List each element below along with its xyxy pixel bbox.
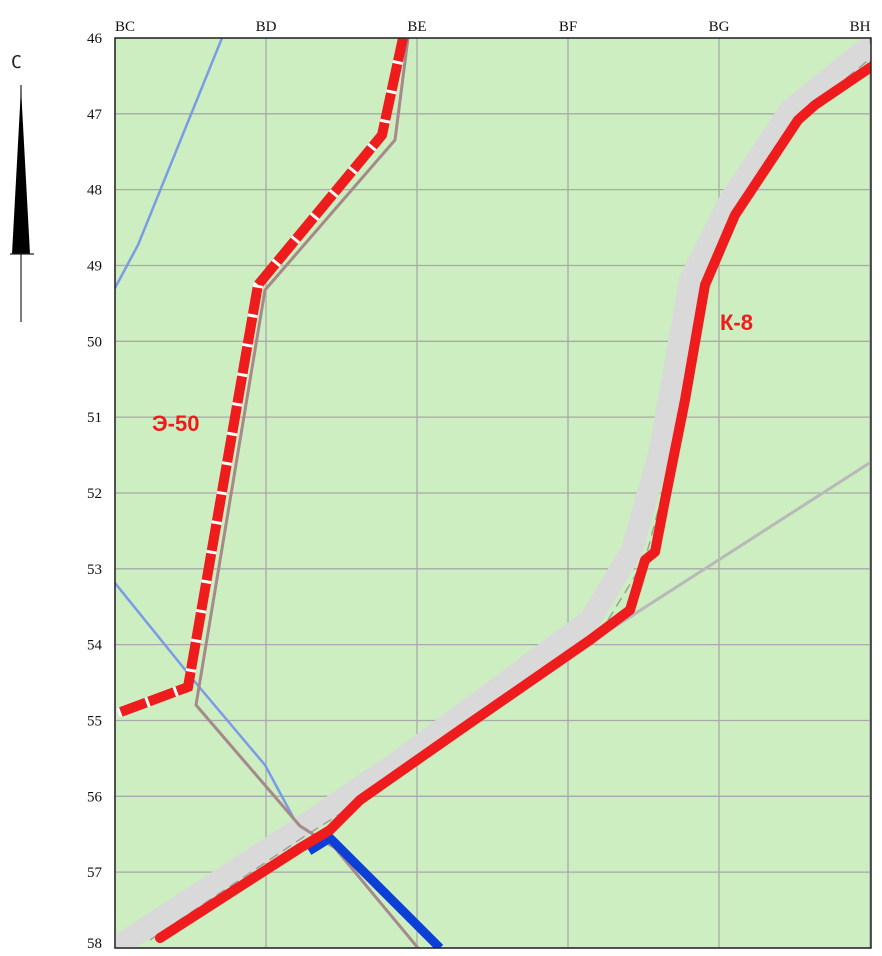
column-labels: BC BD BE BF BG BH <box>115 19 871 35</box>
row-label-52: 52 <box>87 486 102 502</box>
row-label-48: 48 <box>87 183 102 199</box>
column-label-bc: BC <box>115 19 135 35</box>
blue-route-line <box>306 833 444 948</box>
column-label-be: BE <box>407 19 426 35</box>
route-label-k8: К-8 <box>720 310 753 335</box>
map-frame <box>114 37 872 949</box>
row-label-54: 54 <box>87 638 103 654</box>
row-label-55: 55 <box>87 713 102 729</box>
row-label-47: 47 <box>87 107 103 123</box>
north-letter: С <box>11 52 22 73</box>
row-label-46: 46 <box>87 31 103 47</box>
row-label-58: 58 <box>87 936 102 951</box>
row-labels: 46 47 48 49 50 51 52 53 54 55 56 57 58 <box>87 31 103 952</box>
row-label-50: 50 <box>87 334 102 350</box>
row-label-49: 49 <box>87 258 102 274</box>
row-label-56: 56 <box>87 789 103 805</box>
road-casing <box>115 38 871 948</box>
route-label-e50: Э-50 <box>152 411 199 436</box>
column-label-bg: BG <box>709 19 730 35</box>
column-label-bf: BF <box>559 19 577 35</box>
water-line-south <box>115 582 302 831</box>
brown-boundary-line <box>194 38 420 948</box>
route-k8-line <box>155 62 871 943</box>
row-label-53: 53 <box>87 562 102 578</box>
column-label-bh: BH <box>850 19 871 35</box>
north-arrow-icon: С <box>10 52 34 322</box>
row-label-51: 51 <box>87 410 102 426</box>
route-e50-line <box>116 38 408 718</box>
row-label-57: 57 <box>87 865 103 881</box>
water-line-north <box>115 38 224 289</box>
column-label-bd: BD <box>256 19 277 35</box>
